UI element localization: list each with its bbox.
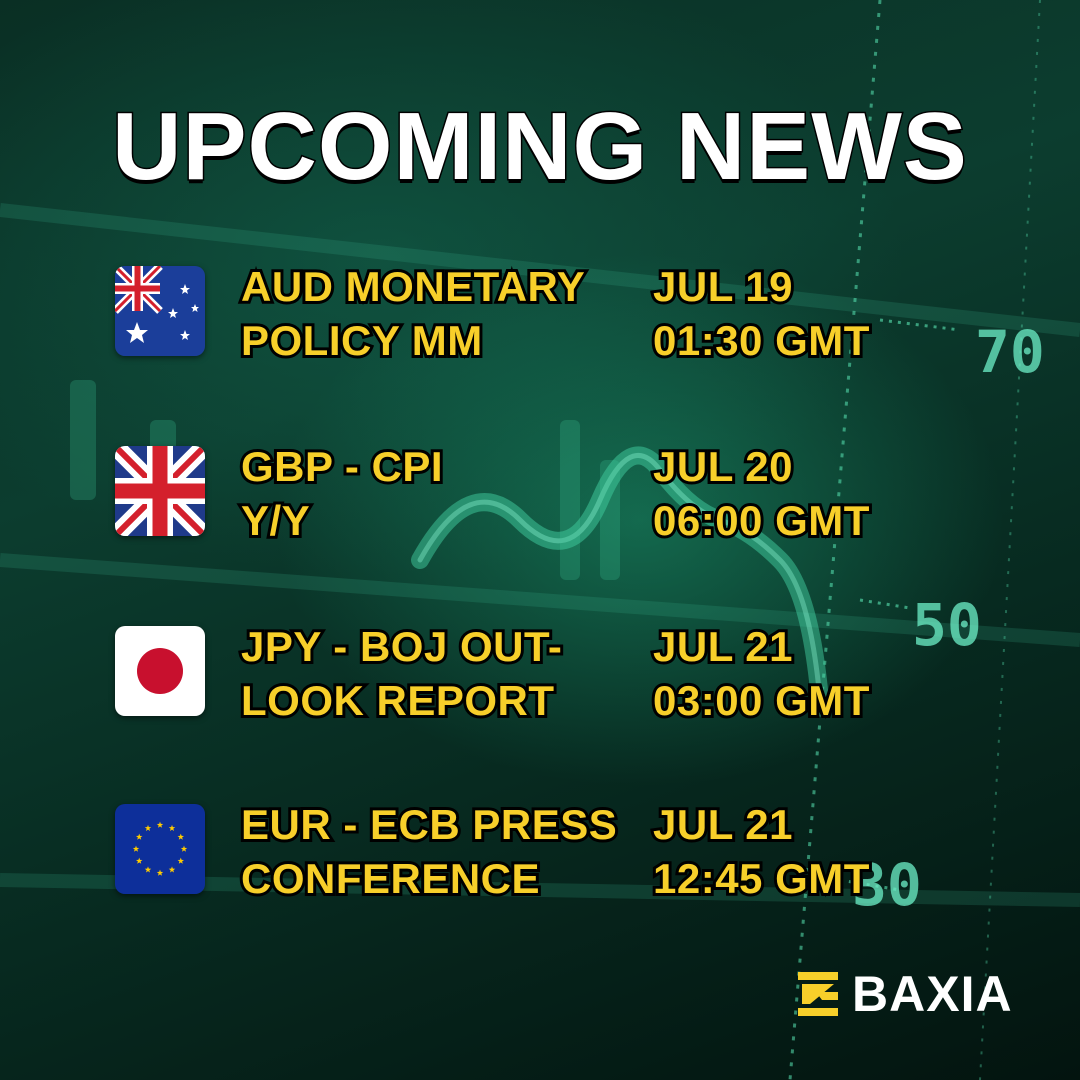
- eu-star: [135, 833, 143, 840]
- event-name-line2: LOOK REPORT: [238, 674, 557, 727]
- axis-label-50: 50: [912, 591, 982, 659]
- brand-name: BAXIA: [852, 966, 1013, 1022]
- eu-star: [156, 869, 164, 876]
- event-date: JUL 20: [650, 440, 795, 493]
- news-row-eur: EUR - ECB PRESS CONFERENCE JUL 21 12:45 …: [115, 798, 915, 905]
- event-name-line2: Y/Y: [238, 494, 313, 547]
- eu-star: [156, 821, 164, 828]
- eu-star: [135, 857, 143, 864]
- event-time: 01:30 GMT: [650, 314, 872, 367]
- european-union-flag-icon: [115, 804, 205, 894]
- page-title: UPCOMING NEWS: [111, 92, 969, 202]
- baxia-logo-icon: [798, 972, 838, 1016]
- eu-star: [180, 845, 188, 852]
- brand-logo: BAXIA: [796, 966, 1036, 1022]
- japan-flag-icon: [115, 626, 205, 716]
- axis-label-70: 70: [975, 318, 1045, 386]
- event-date: JUL 19: [650, 260, 795, 313]
- event-time: 06:00 GMT: [650, 494, 872, 547]
- eu-star: [132, 845, 140, 852]
- australia-flag-icon: [115, 266, 205, 356]
- eu-star: [168, 866, 176, 873]
- event-name-line2: CONFERENCE: [238, 852, 543, 905]
- news-row-jpy: JPY - BOJ OUT- LOOK REPORT JUL 21 03:00 …: [115, 620, 915, 727]
- eu-star: [144, 824, 152, 831]
- eu-star: [144, 866, 152, 873]
- event-name-line2: POLICY MM: [238, 314, 485, 367]
- event-time: 03:00 GMT: [650, 674, 872, 727]
- news-row-aud: AUD MONETARY POLICY MM JUL 19 01:30 GMT: [115, 260, 915, 367]
- event-name-line1: GBP - CPI: [238, 440, 446, 493]
- event-name-line1: JPY - BOJ OUT-: [238, 620, 565, 673]
- event-time: 12:45 GMT: [650, 852, 872, 905]
- event-name-line1: AUD MONETARY: [238, 260, 588, 313]
- eu-star: [177, 833, 185, 840]
- eu-star: [177, 857, 185, 864]
- event-name-line1: EUR - ECB PRESS: [238, 798, 620, 851]
- event-date: JUL 21: [650, 620, 795, 673]
- axis-label-30: 30: [852, 851, 922, 919]
- news-row-gbp: GBP - CPI Y/Y JUL 20 06:00 GMT: [115, 440, 915, 547]
- eu-star: [168, 824, 176, 831]
- event-date: JUL 21: [650, 798, 795, 851]
- united-kingdom-flag-icon: [115, 446, 205, 536]
